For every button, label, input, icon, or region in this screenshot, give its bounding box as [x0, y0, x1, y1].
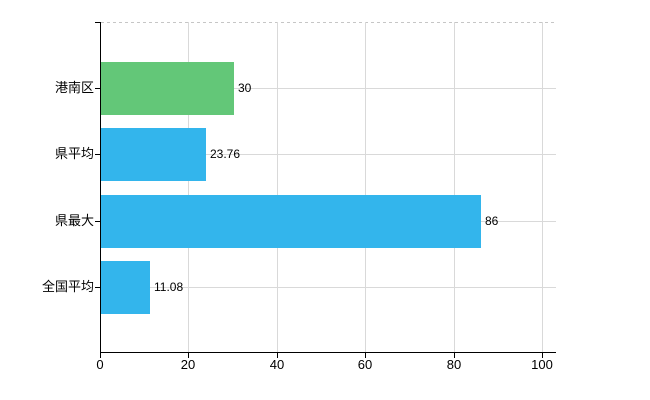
value-label-1: 23.76 [210, 147, 241, 161]
bar-3 [101, 261, 150, 314]
category-gridline-3 [101, 287, 556, 288]
x-gridline-60 [365, 22, 366, 352]
x-axis-tick-0 [100, 353, 101, 358]
category-label-2: 県最大 [54, 213, 94, 228]
bar-1 [101, 128, 206, 181]
bar-2 [101, 195, 481, 248]
y-axis-line [100, 22, 101, 353]
y-axis-tick-1 [95, 154, 101, 155]
x-tick-label-100: 100 [531, 357, 553, 372]
value-label-2: 86 [485, 214, 499, 228]
x-axis-tick-100 [542, 353, 543, 358]
x-tick-label-20: 20 [180, 357, 196, 372]
y-axis-top-tick [95, 22, 101, 23]
x-gridline-40 [277, 22, 278, 352]
x-gridline-20 [188, 22, 189, 352]
x-gridline-80 [454, 22, 455, 352]
category-label-3: 全国平均 [41, 279, 94, 294]
value-label-3: 11.08 [154, 280, 184, 294]
value-label-0: 30 [238, 81, 252, 95]
y-axis-tick-0 [95, 88, 101, 89]
plot-top-border [101, 22, 556, 23]
x-tick-label-40: 40 [269, 357, 285, 372]
x-axis-tick-80 [454, 353, 455, 358]
category-label-1: 県平均 [54, 146, 94, 161]
x-axis-tick-60 [365, 353, 366, 358]
y-axis-tick-3 [95, 287, 101, 288]
category-gridline-1 [101, 154, 556, 155]
x-tick-label-60: 60 [357, 357, 373, 372]
x-tick-label-80: 80 [446, 357, 462, 372]
category-gridline-0 [101, 88, 556, 89]
bar-0 [101, 62, 234, 115]
category-label-0: 港南区 [54, 80, 94, 95]
y-axis-tick-2 [95, 221, 101, 222]
x-axis-tick-20 [188, 353, 189, 358]
x-axis-tick-40 [277, 353, 278, 358]
x-gridline-100 [542, 22, 543, 352]
x-tick-label-0: 0 [96, 357, 104, 372]
x-axis-line [100, 352, 556, 353]
